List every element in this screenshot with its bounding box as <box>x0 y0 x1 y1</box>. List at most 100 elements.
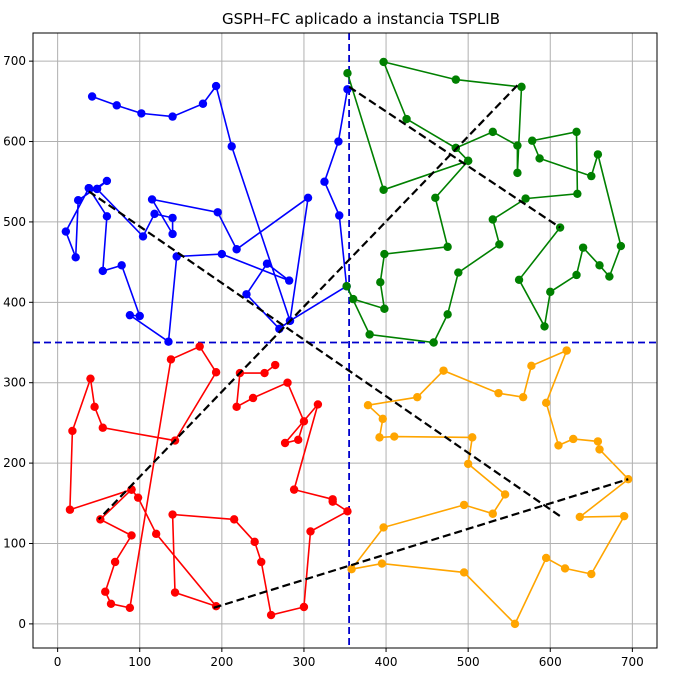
data-point <box>65 505 75 514</box>
data-point <box>572 270 581 280</box>
data-point <box>595 445 604 454</box>
data-point <box>541 553 551 563</box>
connector-line-0 <box>88 190 561 518</box>
data-point <box>87 92 97 101</box>
data-point <box>463 459 473 469</box>
data-point <box>587 171 596 181</box>
data-point <box>213 208 222 217</box>
x-tick-label: 500 <box>457 655 480 669</box>
data-point <box>137 109 146 118</box>
data-point <box>521 194 530 203</box>
y-tick-label: 700 <box>3 54 26 68</box>
data-point <box>334 137 343 146</box>
tick-group: 0 100 200 300 400 500 600 700 0 100 200 300 400 500 60… <box>3 54 644 669</box>
data-point <box>514 275 524 285</box>
x-tick-label: 100 <box>128 655 151 669</box>
series-3 <box>347 346 633 629</box>
data-point <box>429 338 438 347</box>
chart-title: GSPH–FC aplicado a instancia TSPLIB <box>222 10 500 28</box>
connector-group <box>88 84 629 609</box>
data-point <box>573 189 582 198</box>
data-point <box>488 215 497 224</box>
data-point <box>320 177 329 186</box>
data-point <box>138 232 148 241</box>
data-point <box>217 249 227 259</box>
data-point <box>86 374 95 383</box>
x-tick-label: 200 <box>210 655 233 669</box>
data-point <box>500 490 510 499</box>
data-point <box>164 337 173 346</box>
data-point <box>283 378 292 387</box>
data-point <box>343 85 352 94</box>
data-point <box>402 114 411 124</box>
data-point <box>349 294 358 304</box>
data-point <box>431 193 440 203</box>
connector-line-1 <box>97 84 519 521</box>
data-point <box>101 587 110 596</box>
data-point <box>110 557 120 567</box>
series-1 <box>342 57 626 347</box>
data-point <box>379 57 388 67</box>
data-point <box>303 193 313 203</box>
data-point <box>195 342 204 351</box>
data-point <box>535 154 544 163</box>
data-point <box>257 557 266 567</box>
data-point <box>68 426 77 436</box>
data-point <box>560 564 570 573</box>
series-0 <box>61 81 352 346</box>
data-point <box>168 510 177 519</box>
data-point <box>619 511 629 521</box>
series-line <box>349 349 630 626</box>
y-tick-label: 400 <box>3 295 26 309</box>
data-point <box>616 241 626 251</box>
data-point <box>125 603 135 613</box>
data-point <box>135 311 144 321</box>
series-group <box>61 57 633 629</box>
data-point <box>459 500 469 510</box>
y-tick-label: 200 <box>3 456 26 470</box>
data-point <box>306 527 315 536</box>
data-point <box>335 211 344 220</box>
data-point <box>168 229 177 239</box>
data-point <box>112 101 121 110</box>
data-point <box>168 112 177 121</box>
data-point <box>328 497 337 506</box>
data-point <box>572 127 581 137</box>
data-point <box>151 529 161 539</box>
data-point <box>541 398 551 408</box>
data-point <box>575 512 585 522</box>
data-point <box>527 361 536 371</box>
data-point <box>517 82 526 92</box>
y-tick-label: 0 <box>18 617 26 631</box>
data-point <box>168 213 177 223</box>
data-point <box>211 368 221 377</box>
data-point <box>593 437 603 446</box>
data-point <box>540 322 549 331</box>
x-tick-label: 300 <box>292 655 315 669</box>
data-point <box>343 507 352 516</box>
data-point <box>605 272 614 281</box>
data-point <box>232 245 241 254</box>
data-point <box>380 249 389 259</box>
data-point <box>379 523 388 532</box>
data-point <box>624 474 633 484</box>
data-point <box>494 388 503 398</box>
data-point <box>528 136 537 145</box>
data-point <box>71 253 80 262</box>
x-tick-label: 0 <box>54 655 62 669</box>
grid <box>33 33 657 648</box>
data-point <box>375 433 384 442</box>
data-point <box>262 259 272 268</box>
data-point <box>127 531 136 540</box>
data-point <box>299 602 309 612</box>
data-point <box>96 515 105 524</box>
connector-line-3 <box>348 85 561 229</box>
data-point <box>280 438 290 448</box>
x-tick-label: 700 <box>621 655 644 669</box>
data-point <box>102 212 112 221</box>
data-point <box>98 266 107 276</box>
data-point <box>133 493 143 502</box>
data-point <box>266 610 276 620</box>
x-tick-label: 600 <box>539 655 562 669</box>
